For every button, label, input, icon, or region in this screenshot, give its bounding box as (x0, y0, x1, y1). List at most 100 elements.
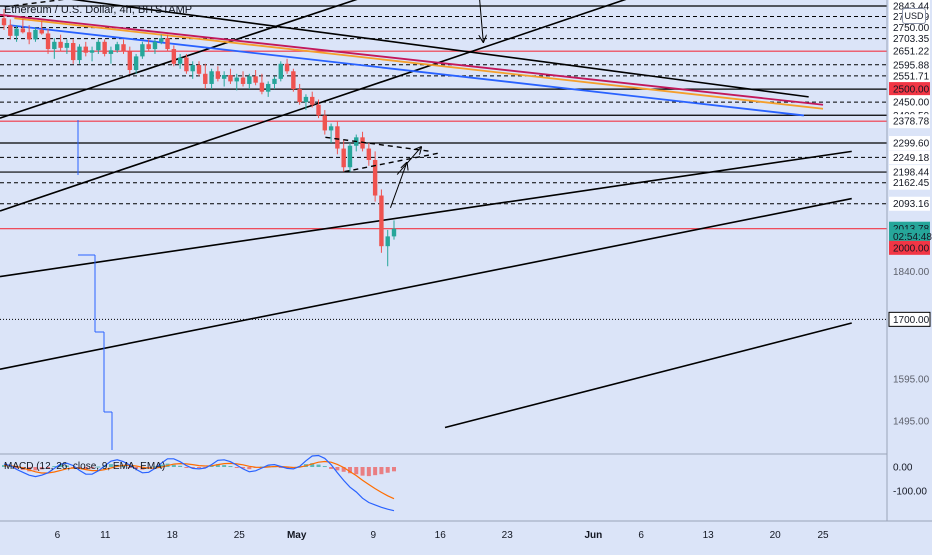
candle-body (253, 76, 258, 83)
macd-histogram-bar (366, 467, 371, 477)
candle-body (328, 126, 334, 131)
candle-body (159, 38, 164, 42)
macd-histogram-bar (278, 467, 283, 468)
macd-histogram-bar (360, 467, 365, 476)
annotation-dashed-line (344, 152, 441, 173)
macd-histogram-bar (347, 467, 352, 474)
candle-body (265, 83, 271, 92)
time-axis-label: 16 (435, 530, 447, 541)
candle-body (127, 51, 133, 71)
price-axis-label: 2651.22 (893, 47, 930, 58)
candle-body (39, 29, 44, 34)
price-axis-label: 2703.35 (893, 34, 930, 45)
price-axis[interactable]: 2843.442797.392750.002703.352651.222595.… (888, 0, 932, 498)
candle-body (322, 115, 328, 131)
candle-body (247, 76, 252, 84)
trend-line-black (0, 197, 852, 370)
trend-line-black (71, 0, 809, 98)
candle-body (385, 236, 390, 247)
candle-body (14, 28, 19, 36)
price-axis-label: 2750.00 (893, 23, 930, 34)
time-axis-label: Jun (584, 530, 602, 541)
candle-body (115, 44, 120, 51)
time-axis[interactable]: 6 11 18 25 May 9 16 23 Jun 6 13 20 25 (55, 530, 829, 541)
price-axis-label: 2551.71 (893, 71, 930, 82)
macd-histogram-bar (310, 463, 315, 467)
price-axis-label: 1495.00 (893, 417, 930, 428)
macd-histogram-bar (58, 464, 63, 467)
macd-histogram-bar (159, 464, 164, 467)
candle-body (372, 159, 378, 196)
candle-body (272, 78, 277, 84)
trend-line-blue (9, 24, 804, 117)
candle-body (64, 43, 70, 48)
time-axis-label: 13 (703, 530, 715, 541)
candle-body (203, 73, 208, 84)
price-axis-label: 2450.00 (893, 98, 930, 109)
price-label-box (889, 20, 930, 35)
candle-body (184, 57, 189, 72)
candle-body (310, 96, 315, 105)
annotation-arrow (479, 0, 484, 42)
macd-histogram-bar (234, 467, 239, 468)
candle-body (8, 25, 13, 36)
macd-panel (0, 453, 887, 512)
candle-body (316, 104, 321, 116)
price-label-box (888, 311, 931, 327)
macd-histogram-bar (64, 465, 69, 467)
candle-body (341, 148, 346, 168)
time-axis-label: 25 (817, 530, 829, 541)
time-axis-label: 18 (167, 530, 179, 541)
candle-body (391, 228, 397, 237)
price-axis-label: 2198.44 (893, 168, 930, 179)
macd-histogram-bar (392, 467, 396, 472)
price-axis-label: 2500.00 (893, 85, 930, 96)
macd-histogram-bar (171, 464, 176, 467)
price-label-box (889, 31, 930, 46)
candle-body (221, 75, 227, 79)
macd-histogram-bar (215, 464, 220, 467)
macd-histogram-bar (96, 466, 101, 468)
macd-histogram-bar (184, 467, 189, 468)
candle-body (70, 43, 76, 61)
price-label-box (889, 150, 930, 165)
price-label-box (889, 175, 930, 190)
candlesticks (1, 9, 397, 267)
macd-histogram-bar (134, 467, 139, 469)
macd-histogram-bar (228, 466, 233, 468)
trend-line-black (0, 150, 852, 278)
candle-body (89, 50, 95, 53)
price-axis-label: 2595.88 (893, 60, 930, 71)
price-label-box (889, 229, 930, 244)
price-axis-label: 1840.00 (893, 267, 930, 278)
candle-body (20, 28, 26, 33)
macd-histogram-bar (379, 467, 384, 475)
price-axis-label: 2249.18 (893, 153, 930, 164)
macd-histogram-bar (222, 465, 227, 467)
macd-histogram-bar (140, 467, 145, 470)
macd-histogram-bar (385, 467, 390, 473)
time-axis-label: 25 (234, 530, 246, 541)
macd-histogram-bar (33, 467, 38, 471)
annotation-dashed-line (4, 0, 65, 8)
candle-body (26, 32, 32, 40)
macd-histogram-bar (108, 464, 113, 467)
candle-body (234, 77, 239, 82)
macd-histogram-bar (241, 467, 246, 469)
macd-histogram-bar (46, 467, 51, 469)
candle-body (303, 96, 309, 103)
candle-body (228, 75, 233, 82)
macd-axis-label: 0.00 (893, 463, 913, 474)
time-axis-label: 11 (100, 530, 111, 541)
time-axis-label: 20 (770, 530, 782, 541)
currency-button[interactable]: USD (902, 8, 926, 24)
price-axis-label: 2299.60 (893, 139, 930, 150)
trend-lines (0, 0, 852, 429)
candle-body (215, 71, 221, 79)
macd-histogram-bar (197, 467, 201, 468)
macd-histogram-bar (90, 467, 95, 469)
candle-body (108, 50, 114, 54)
price-axis-label: 2378.78 (893, 117, 930, 128)
